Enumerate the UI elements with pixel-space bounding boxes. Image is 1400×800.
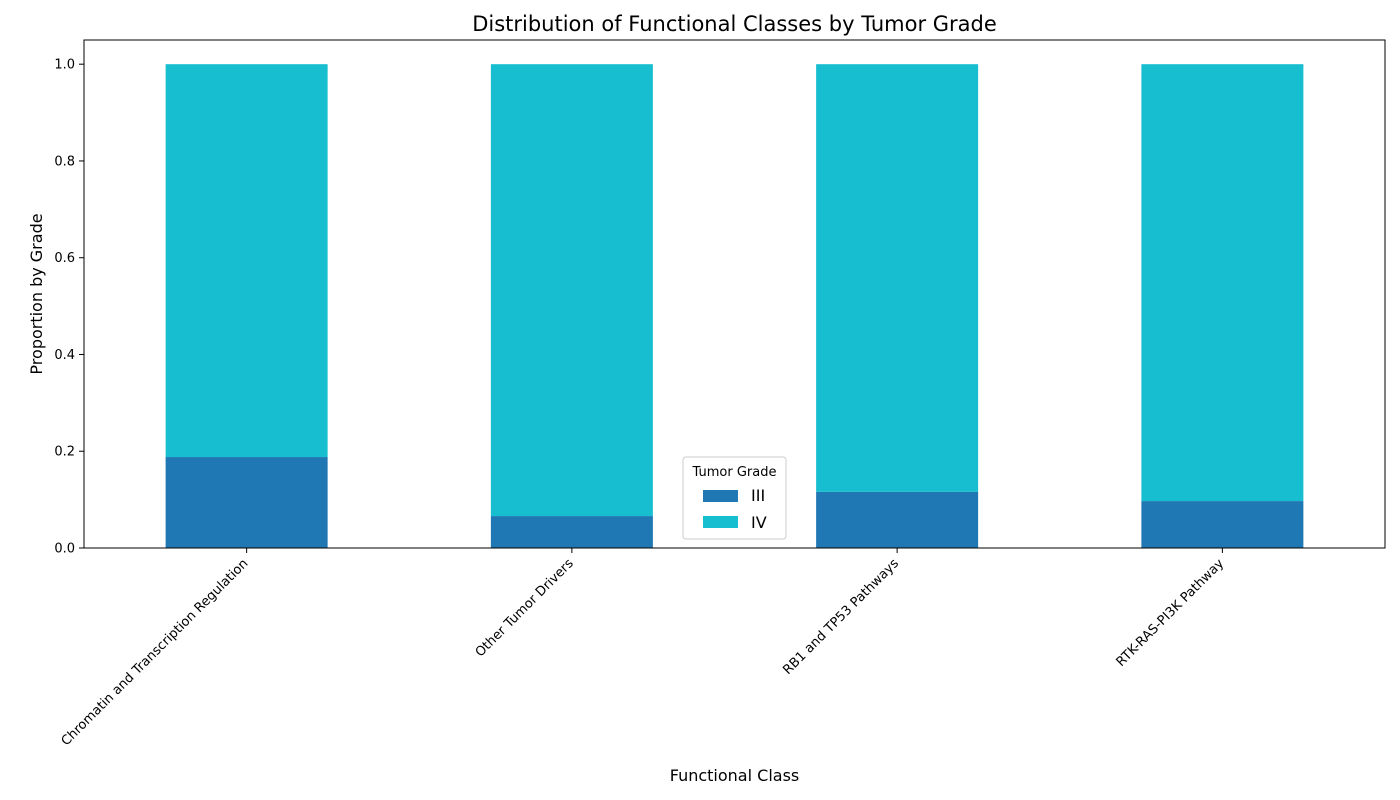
bars-layer xyxy=(165,64,1304,548)
bar-iii-2 xyxy=(816,491,979,548)
x-tick-label-1: Other Tumor Drivers xyxy=(473,556,577,660)
y-tick-label-3: 0.6 xyxy=(54,251,75,266)
chart-title: Distribution of Functional Classes by Tu… xyxy=(472,12,997,36)
bar-iii-0 xyxy=(165,457,328,548)
legend: Tumor Grade III IV xyxy=(682,456,787,540)
x-axis-label: Functional Class xyxy=(670,766,799,785)
y-tick-label-0: 0.0 xyxy=(54,542,75,557)
bar-iv-0 xyxy=(165,64,328,458)
x-tick-label-0: Chromatin and Transcription Regulation xyxy=(59,556,252,749)
legend-title: Tumor Grade xyxy=(692,465,777,480)
x-tick-label-2: RB1 and TP53 Pathways xyxy=(780,556,902,678)
y-axis-label: Proportion by Grade xyxy=(27,213,46,374)
y-axis: 0.0 0.2 0.4 0.6 0.8 1.0 xyxy=(54,58,84,557)
y-tick-label-4: 0.8 xyxy=(54,154,75,169)
y-tick-label-5: 1.0 xyxy=(54,58,75,73)
bar-iii-1 xyxy=(490,516,653,548)
x-axis: Chromatin and Transcription Regulation Ot… xyxy=(59,548,1228,749)
bar-iv-2 xyxy=(816,64,979,492)
legend-label-iv: IV xyxy=(751,513,767,532)
x-tick-label-3: RTK-RAS-PI3K Pathway xyxy=(1114,556,1228,670)
bar-iv-1 xyxy=(490,64,653,517)
bar-iii-3 xyxy=(1141,501,1304,548)
y-tick-label-1: 0.2 xyxy=(54,445,75,460)
bar-iv-3 xyxy=(1141,64,1304,502)
legend-swatch-iii xyxy=(703,490,738,502)
legend-swatch-iv xyxy=(703,516,738,528)
y-tick-label-2: 0.4 xyxy=(54,348,75,363)
legend-label-iii: III xyxy=(751,486,765,505)
plot-frame xyxy=(83,39,1386,549)
